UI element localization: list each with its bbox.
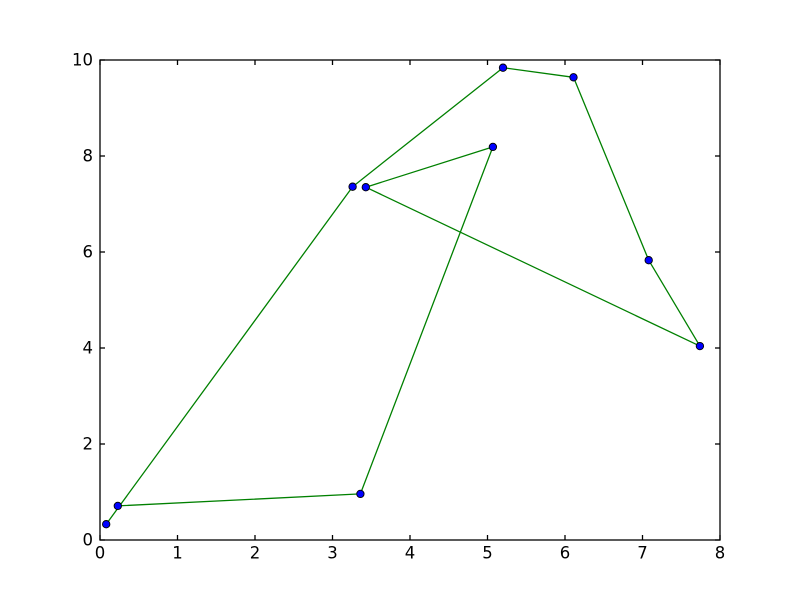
x-tick-label: 7 [637,544,648,563]
data-point-marker [361,183,370,192]
plot-frame [99,59,721,541]
data-point-marker [488,142,498,152]
x-tick-label: 3 [327,544,338,563]
data-series-line [105,67,701,525]
y-tick-label: 6 [83,243,94,262]
y-tick-label: 8 [83,147,94,166]
y-tick-label: 10 [72,51,93,70]
data-point-marker [348,182,357,191]
x-tick-label: 0 [95,544,106,563]
x-tick-label: 1 [172,544,183,563]
data-point-marker [113,501,122,511]
data-point-marker [102,520,111,529]
y-tick-label: 0 [83,531,94,550]
x-tick-label: 8 [715,544,726,563]
x-tick-label: 6 [560,544,571,563]
data-point-marker [695,341,705,351]
data-point-marker [498,63,508,72]
data-point-marker [356,489,365,499]
y-tick-label: 2 [83,435,94,454]
x-tick-label: 4 [405,544,416,563]
data-point-marker [644,256,653,265]
x-tick-label: 2 [250,544,261,563]
data-point-marker [569,73,578,82]
x-tick-label: 5 [482,544,493,563]
y-tick-label: 4 [83,339,94,358]
